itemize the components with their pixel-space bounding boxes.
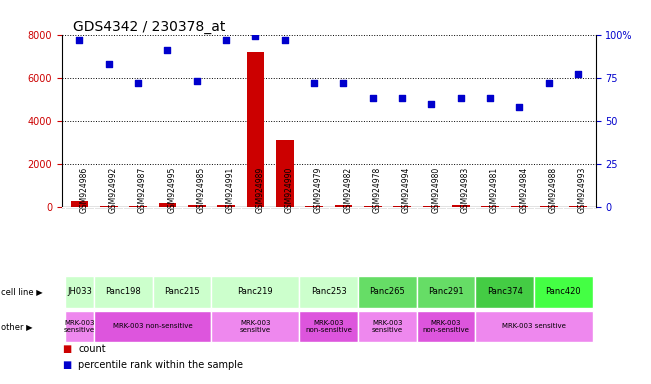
Text: GSM924995: GSM924995 <box>167 166 176 213</box>
Point <box>514 104 525 110</box>
Text: Panc374: Panc374 <box>487 287 523 296</box>
Bar <box>153 276 212 308</box>
Bar <box>452 205 469 207</box>
Point <box>162 47 173 53</box>
Point <box>544 80 554 86</box>
Text: GSM924991: GSM924991 <box>226 167 235 213</box>
Point <box>279 37 290 43</box>
Text: GSM924982: GSM924982 <box>344 167 352 213</box>
Text: GSM924980: GSM924980 <box>432 167 441 213</box>
Bar <box>358 276 417 308</box>
Text: GSM924979: GSM924979 <box>314 166 323 213</box>
Bar <box>247 52 264 207</box>
Text: Panc420: Panc420 <box>546 287 581 296</box>
Text: GSM924978: GSM924978 <box>373 167 381 213</box>
Bar <box>100 206 118 207</box>
Bar <box>475 311 592 342</box>
Text: cell line ▶: cell line ▶ <box>1 287 42 296</box>
Text: ■: ■ <box>62 344 71 354</box>
Text: MRK-003 sensitive: MRK-003 sensitive <box>502 323 566 329</box>
Text: Panc291: Panc291 <box>428 287 464 296</box>
Point <box>104 61 114 67</box>
Text: GSM924984: GSM924984 <box>519 167 529 213</box>
Bar <box>364 206 381 207</box>
Point <box>221 37 231 43</box>
Bar <box>305 206 323 207</box>
Bar <box>540 206 557 207</box>
Bar <box>481 206 499 207</box>
Text: GSM924992: GSM924992 <box>109 167 118 213</box>
Bar <box>130 206 147 207</box>
Text: count: count <box>78 344 105 354</box>
Text: GSM924987: GSM924987 <box>138 167 147 213</box>
Bar <box>534 276 592 308</box>
Text: Panc198: Panc198 <box>105 287 141 296</box>
Point <box>250 33 260 40</box>
Bar <box>417 276 475 308</box>
Text: MRK-003
non-sensitive: MRK-003 non-sensitive <box>422 320 469 333</box>
Text: GSM924990: GSM924990 <box>284 166 294 213</box>
Text: GSM924986: GSM924986 <box>79 167 89 213</box>
Bar <box>422 206 440 207</box>
Bar <box>335 205 352 207</box>
Text: GSM924988: GSM924988 <box>549 167 558 213</box>
Bar <box>358 311 417 342</box>
Text: MRK-003
non-sensitive: MRK-003 non-sensitive <box>305 320 352 333</box>
Text: Panc215: Panc215 <box>164 287 200 296</box>
Bar <box>188 205 206 207</box>
Bar <box>71 201 89 207</box>
Text: MRK-003
sensitive: MRK-003 sensitive <box>64 320 95 333</box>
Text: Panc265: Panc265 <box>370 287 406 296</box>
Bar <box>94 311 212 342</box>
Bar <box>393 206 411 207</box>
Text: GDS4342 / 230378_at: GDS4342 / 230378_at <box>72 20 225 33</box>
Point <box>191 78 202 84</box>
Bar <box>299 276 358 308</box>
Bar <box>212 276 299 308</box>
Text: ■: ■ <box>62 360 71 370</box>
Bar <box>417 311 475 342</box>
Bar <box>217 205 235 207</box>
Point <box>573 71 583 78</box>
Bar <box>510 206 528 207</box>
Point <box>456 96 466 102</box>
Text: MRK-003
sensitive: MRK-003 sensitive <box>240 320 271 333</box>
Bar <box>212 311 299 342</box>
Bar <box>159 203 176 207</box>
Text: GSM924993: GSM924993 <box>578 166 587 213</box>
Point <box>339 80 349 86</box>
Bar <box>475 276 534 308</box>
Text: GSM924994: GSM924994 <box>402 166 411 213</box>
Bar <box>299 311 358 342</box>
Bar <box>65 276 94 308</box>
Point <box>485 96 495 102</box>
Text: GSM924983: GSM924983 <box>461 167 470 213</box>
Text: GSM924989: GSM924989 <box>255 167 264 213</box>
Text: Panc219: Panc219 <box>238 287 273 296</box>
Text: MRK-003
sensitive: MRK-003 sensitive <box>372 320 403 333</box>
Point <box>368 96 378 102</box>
Text: MRK-003 non-sensitive: MRK-003 non-sensitive <box>113 323 193 329</box>
Bar <box>65 311 94 342</box>
Bar <box>569 206 587 207</box>
Text: GSM924985: GSM924985 <box>197 167 206 213</box>
Point <box>309 80 319 86</box>
Text: Panc253: Panc253 <box>311 287 346 296</box>
Text: percentile rank within the sample: percentile rank within the sample <box>78 360 243 370</box>
Point <box>74 37 85 43</box>
Point <box>426 101 437 107</box>
Point <box>133 80 143 86</box>
Text: GSM924981: GSM924981 <box>490 167 499 213</box>
Text: JH033: JH033 <box>67 287 92 296</box>
Point <box>397 96 408 102</box>
Bar <box>276 141 294 207</box>
Text: other ▶: other ▶ <box>1 322 33 331</box>
Bar <box>94 276 153 308</box>
